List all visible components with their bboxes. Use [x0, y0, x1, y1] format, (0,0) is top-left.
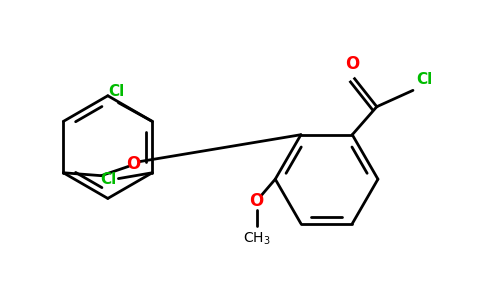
Text: O: O: [249, 192, 264, 210]
Text: Cl: Cl: [416, 72, 433, 87]
Text: CH$_3$: CH$_3$: [243, 230, 271, 247]
Text: O: O: [345, 55, 360, 73]
Text: Cl: Cl: [100, 172, 116, 187]
Text: Cl: Cl: [108, 84, 124, 99]
Text: O: O: [126, 155, 140, 173]
